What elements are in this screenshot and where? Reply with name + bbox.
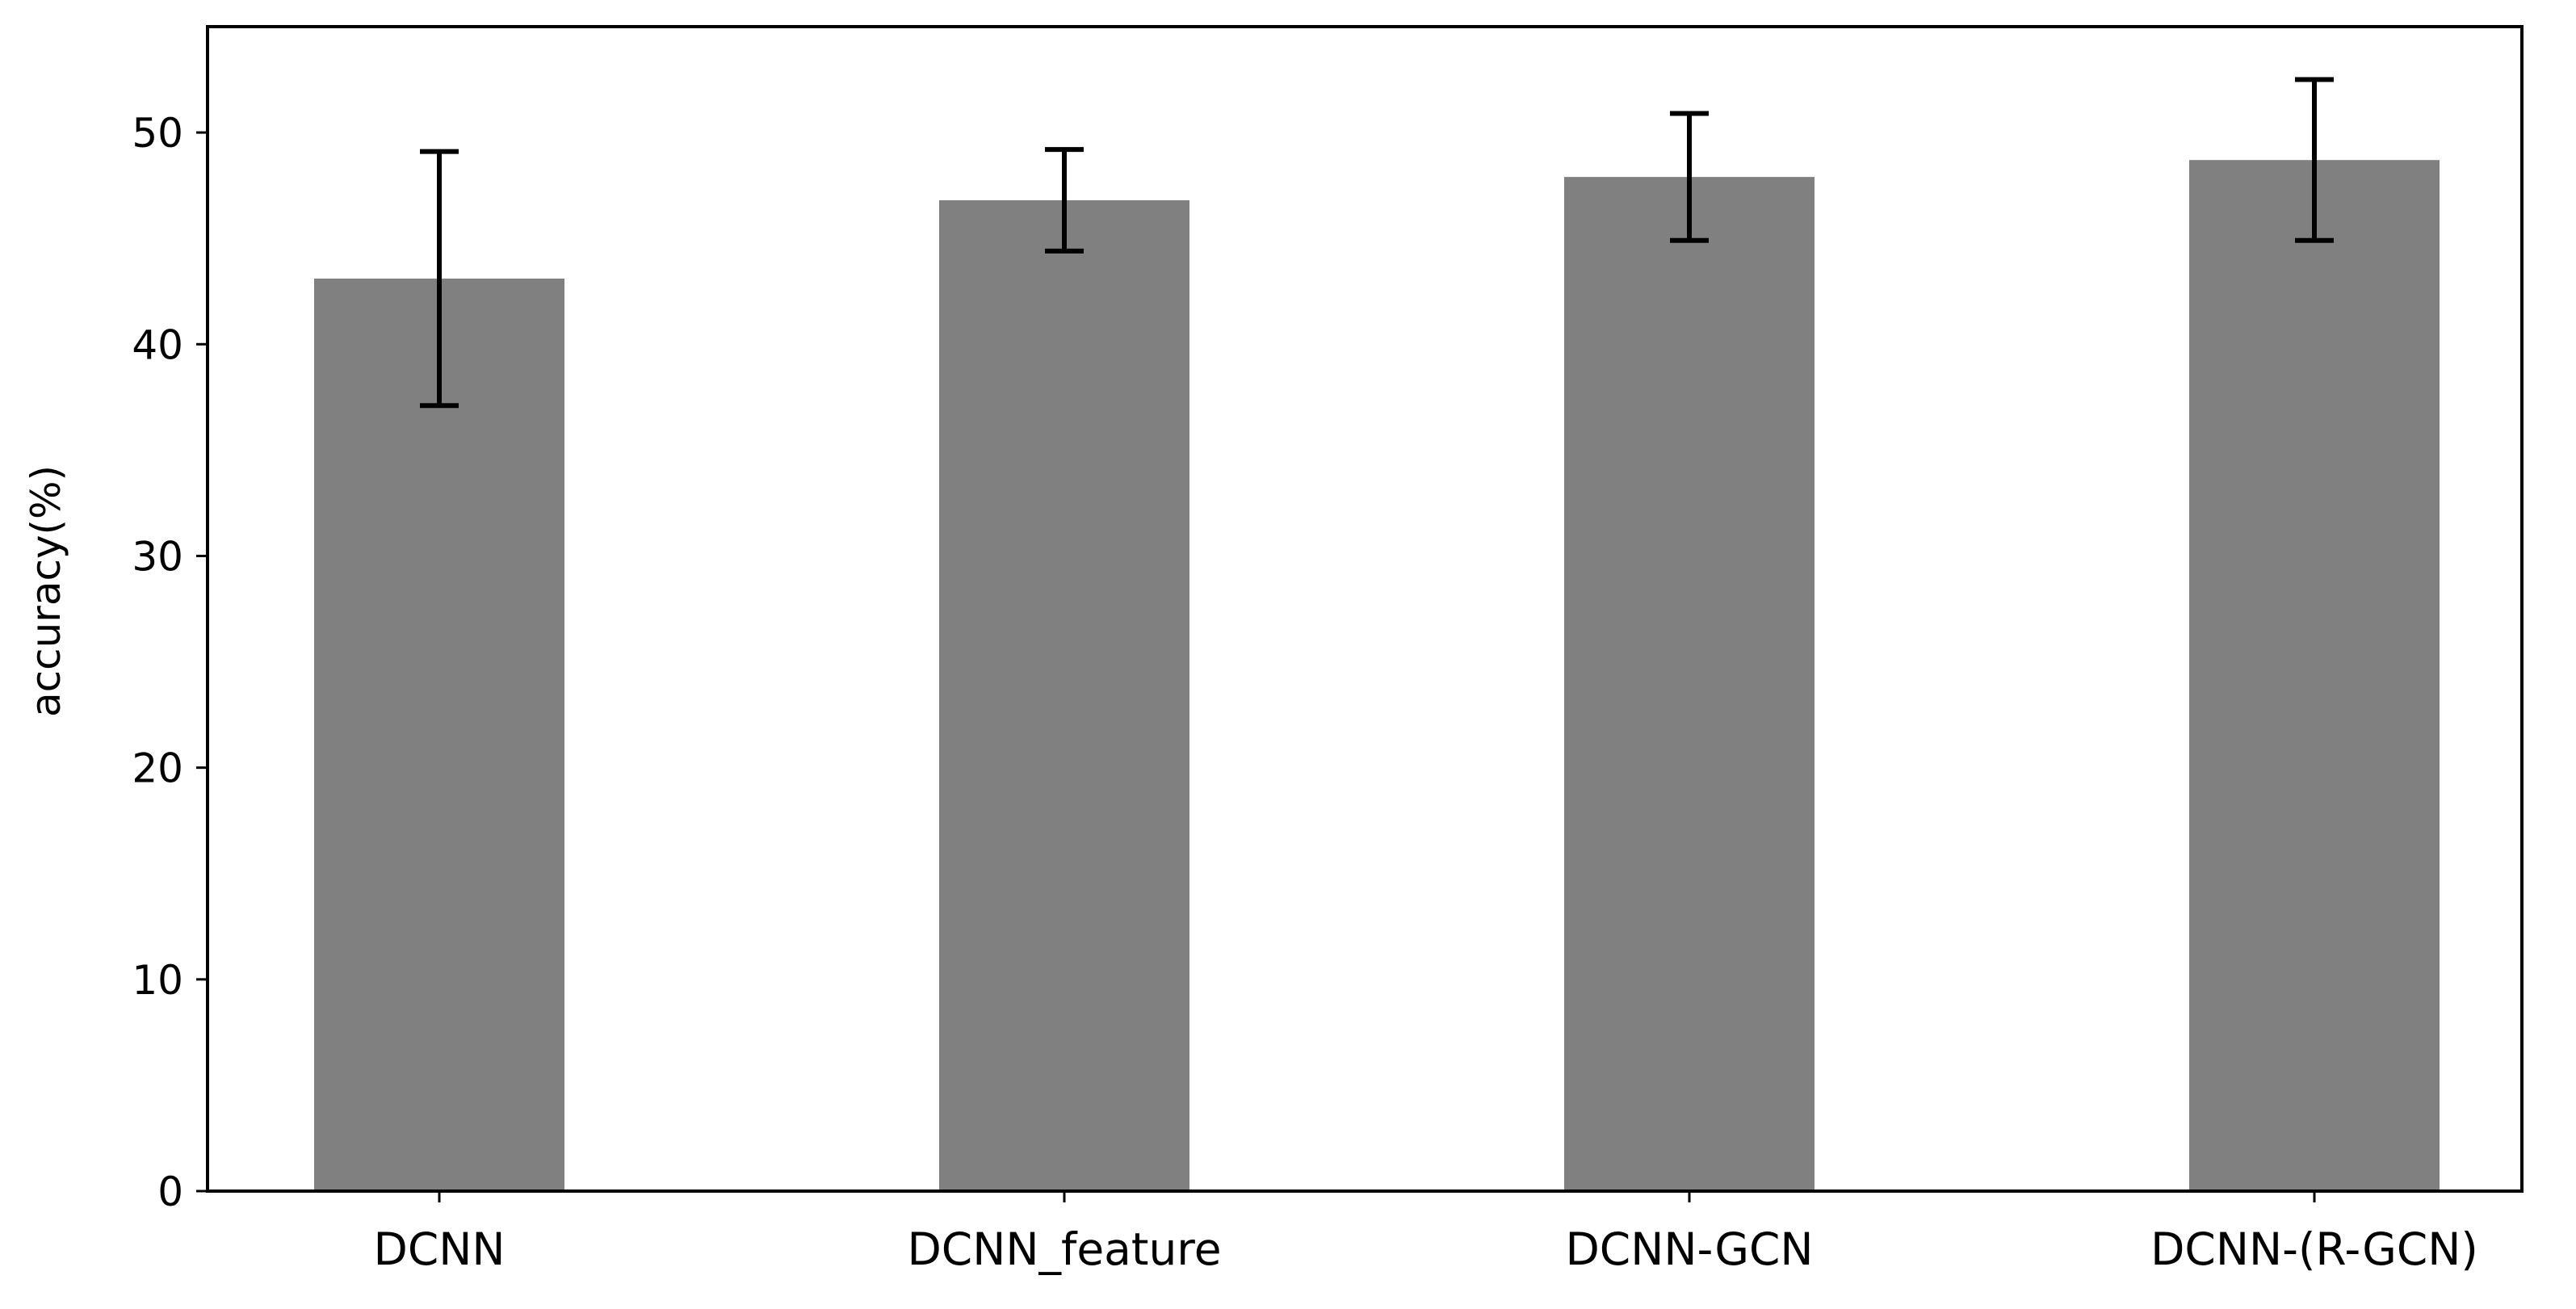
y-axis-title: accuracy(%) <box>23 465 69 717</box>
bar <box>939 199 1189 1191</box>
x-tick-label: DCNN <box>373 1223 505 1275</box>
y-tick-label: 0 <box>157 1168 183 1215</box>
bar <box>2189 160 2440 1191</box>
bars-layer <box>314 160 2440 1192</box>
y-tick-label: 50 <box>132 110 183 157</box>
errorbars-layer <box>420 77 2334 409</box>
axes-layer <box>196 25 2524 1202</box>
y-tick-label: 40 <box>132 321 183 368</box>
x-tick-label: DCNN-GCN <box>1565 1223 1813 1275</box>
x-tick-label: DCNN-(R-GCN) <box>2150 1223 2478 1275</box>
plot-frame <box>206 25 2524 1193</box>
bar <box>1564 177 1815 1192</box>
y-tick-label: 20 <box>132 745 183 792</box>
labels-layer: DCNN DCNN_feature DCNN-GCN DCNN-(R-GCN) 0 10 2… <box>132 110 2478 1275</box>
y-tick-label: 10 <box>132 957 183 1004</box>
bar <box>314 278 564 1192</box>
x-tick-label: DCNN_feature <box>907 1223 1221 1275</box>
y-tick-label: 30 <box>132 533 183 580</box>
